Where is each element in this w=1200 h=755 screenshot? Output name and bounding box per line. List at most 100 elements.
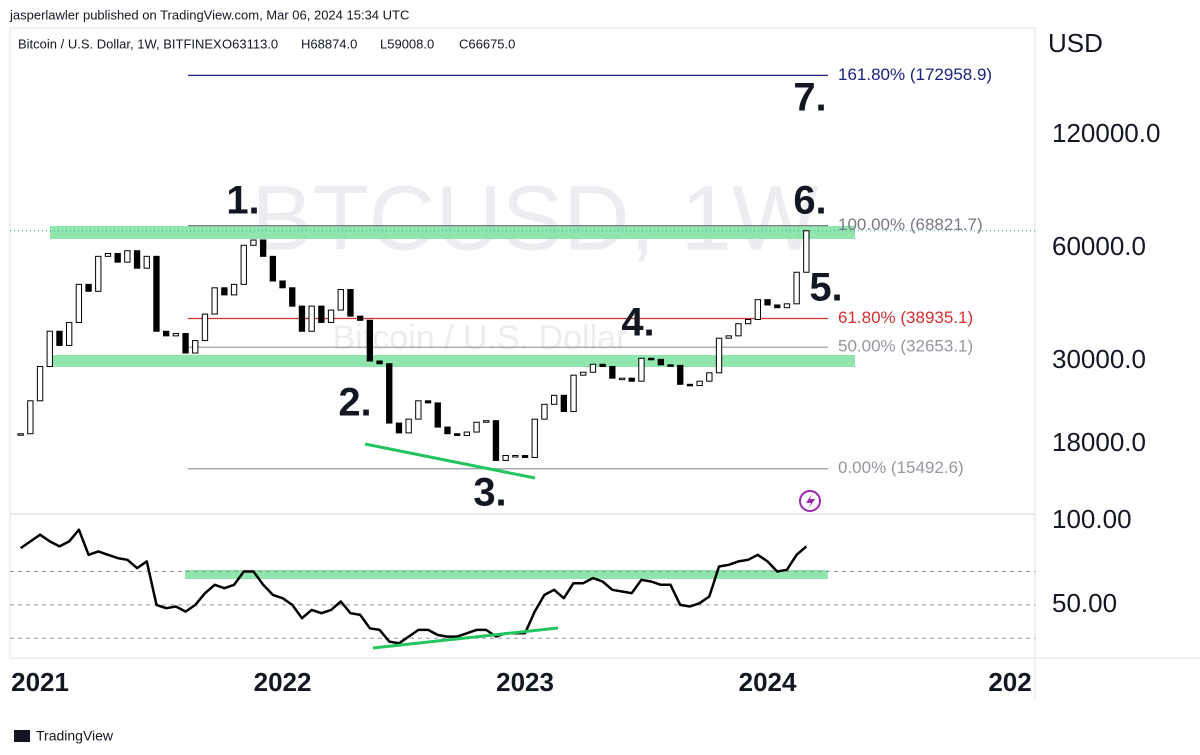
candle [395, 422, 403, 434]
candle [638, 357, 645, 382]
candle [715, 337, 723, 374]
y-tick-label: 120000.0 [1052, 118, 1160, 148]
candle [803, 230, 810, 273]
candle [764, 299, 771, 306]
y-tick-label: 30000.0 [1052, 344, 1146, 374]
ohlc-value: H68874.0 [301, 36, 357, 51]
rsi-trendline [372, 626, 559, 650]
candle [347, 289, 354, 317]
logo-icon [14, 730, 30, 742]
fib-label: 0.00% (15492.6) [838, 458, 964, 477]
alert-bolt [806, 494, 815, 509]
candle [308, 305, 315, 332]
rsi-tick-label: 50.00 [1052, 588, 1117, 618]
candle [783, 303, 791, 309]
rsi-zone [185, 570, 828, 579]
y-tick-label: 60000.0 [1052, 231, 1146, 261]
candle [667, 364, 674, 367]
candle [104, 253, 112, 257]
candle [356, 315, 364, 321]
candle [473, 421, 480, 433]
candle [405, 418, 412, 434]
wave-label: 6. [793, 179, 826, 223]
candle [298, 305, 306, 332]
candle [85, 283, 92, 292]
candle [211, 287, 218, 315]
candle [531, 418, 538, 458]
rsi-line [19, 528, 808, 645]
candle [269, 255, 277, 282]
rsi-tick-label: 100.00 [1052, 504, 1132, 534]
candle [793, 271, 800, 305]
x-tick-label: 202 [988, 667, 1031, 697]
fib-label: 50.00% (32653.1) [838, 337, 973, 356]
x-tick-label: 2021 [11, 667, 69, 697]
wave-label: 1. [226, 179, 259, 223]
candle [46, 330, 53, 368]
candle [599, 363, 606, 368]
candle [502, 455, 509, 461]
candle [754, 299, 762, 320]
x-tick-label: 2022 [254, 667, 312, 697]
candle [415, 400, 422, 420]
candle [424, 400, 432, 404]
candle [27, 400, 34, 435]
candle [706, 372, 713, 382]
candle [36, 366, 44, 402]
candle [95, 255, 102, 292]
candle [153, 255, 160, 332]
candle [492, 420, 500, 461]
wave-label: 2. [338, 381, 371, 425]
candle [647, 357, 655, 361]
candle [570, 374, 577, 413]
wave-label: 3. [473, 471, 506, 515]
wave-label: 4. [621, 301, 654, 345]
candle [677, 364, 684, 385]
price-trendline [364, 442, 536, 480]
candle [386, 363, 393, 424]
candle [56, 330, 63, 346]
watermark: BTCUSD, 1W [251, 167, 819, 269]
alert-icon[interactable] [799, 490, 821, 512]
ohlc-value: L59008.0 [380, 36, 434, 51]
candle [376, 360, 383, 365]
fib-label: 100.00% (68821.7) [838, 215, 983, 234]
support-zone [50, 355, 855, 367]
candle [735, 323, 742, 337]
candle [124, 250, 131, 263]
candle [521, 455, 529, 458]
candle [550, 394, 558, 405]
candle [589, 363, 597, 373]
candle [434, 402, 441, 428]
candle [221, 287, 228, 296]
ohlc-value: O63113.0 [222, 36, 278, 51]
candle [201, 313, 209, 342]
candle [17, 433, 24, 436]
candle [75, 283, 83, 323]
candle [744, 318, 752, 325]
candle [327, 309, 335, 323]
fib-label: 161.80% (172958.9) [838, 65, 992, 84]
symbol-label: Bitcoin / U.S. Dollar, 1W, BITFINEX [18, 36, 222, 51]
candle [657, 358, 665, 366]
candle [696, 380, 703, 387]
wave-label: 7. [793, 76, 826, 120]
candle [192, 340, 199, 354]
candle [512, 455, 519, 458]
candle [240, 244, 247, 285]
candle [259, 239, 267, 257]
candle [444, 426, 451, 435]
wave-label: 5. [809, 266, 842, 310]
fib-label: 61.80% (38935.1) [838, 308, 973, 327]
candle [686, 383, 694, 387]
candle [463, 431, 471, 436]
candle [774, 304, 781, 309]
y-tick-label: 18000.0 [1052, 427, 1146, 457]
x-tick-label: 2024 [739, 667, 797, 697]
candle [65, 321, 73, 346]
candle [172, 333, 180, 337]
publish-info: jasperlawler published on TradingView.co… [9, 7, 409, 22]
candle [182, 333, 189, 354]
